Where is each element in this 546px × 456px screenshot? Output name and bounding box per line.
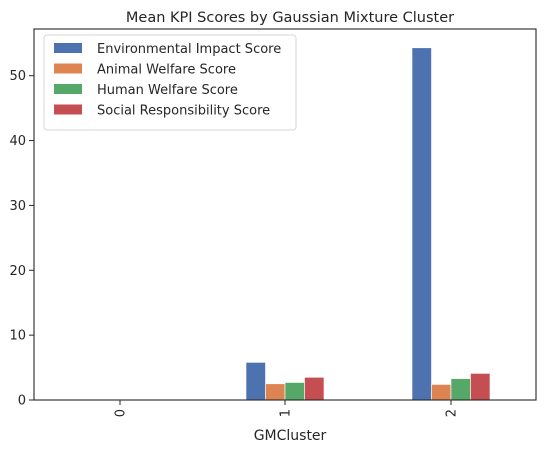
y-tick-label: 40 (9, 134, 26, 149)
y-axis: 0 10 20 30 40 50 (9, 69, 34, 408)
bar-1-cluster-1 (246, 362, 266, 400)
bar-3-cluster-1 (285, 382, 305, 400)
bar-2-cluster-2 (432, 384, 452, 400)
legend-label: Human Welfare Score (97, 83, 238, 98)
y-tick-label: 20 (9, 264, 26, 279)
bar-3-cluster-2 (451, 379, 471, 400)
x-axis: 0 1 2 (114, 400, 460, 417)
legend-label: Animal Welfare Score (97, 63, 236, 78)
y-tick-label: 30 (9, 199, 26, 214)
legend-swatch (54, 105, 82, 115)
y-tick-label: 50 (9, 69, 26, 84)
chart-title: Mean KPI Scores by Gaussian Mixture Clus… (126, 10, 454, 26)
x-tick-label: 1 (279, 409, 294, 417)
x-axis-label: GMCluster (254, 428, 327, 444)
legend-label: Environmental Impact Score (97, 42, 281, 57)
legend-swatch (54, 43, 82, 53)
legend-swatch (54, 64, 82, 74)
bar-2-cluster-1 (266, 384, 286, 400)
bar-4-cluster-1 (305, 377, 325, 400)
bar-4-cluster-2 (471, 373, 491, 400)
y-tick-label: 0 (18, 394, 26, 409)
x-tick-label: 2 (445, 409, 460, 417)
legend: Environmental Impact Score Animal Welfare… (44, 35, 296, 130)
y-tick-label: 10 (9, 329, 26, 344)
legend-swatch (54, 84, 82, 94)
legend-label: Social Responsibility Score (97, 104, 270, 119)
x-tick-label: 0 (114, 409, 129, 417)
bar-1-cluster-2 (412, 48, 432, 400)
